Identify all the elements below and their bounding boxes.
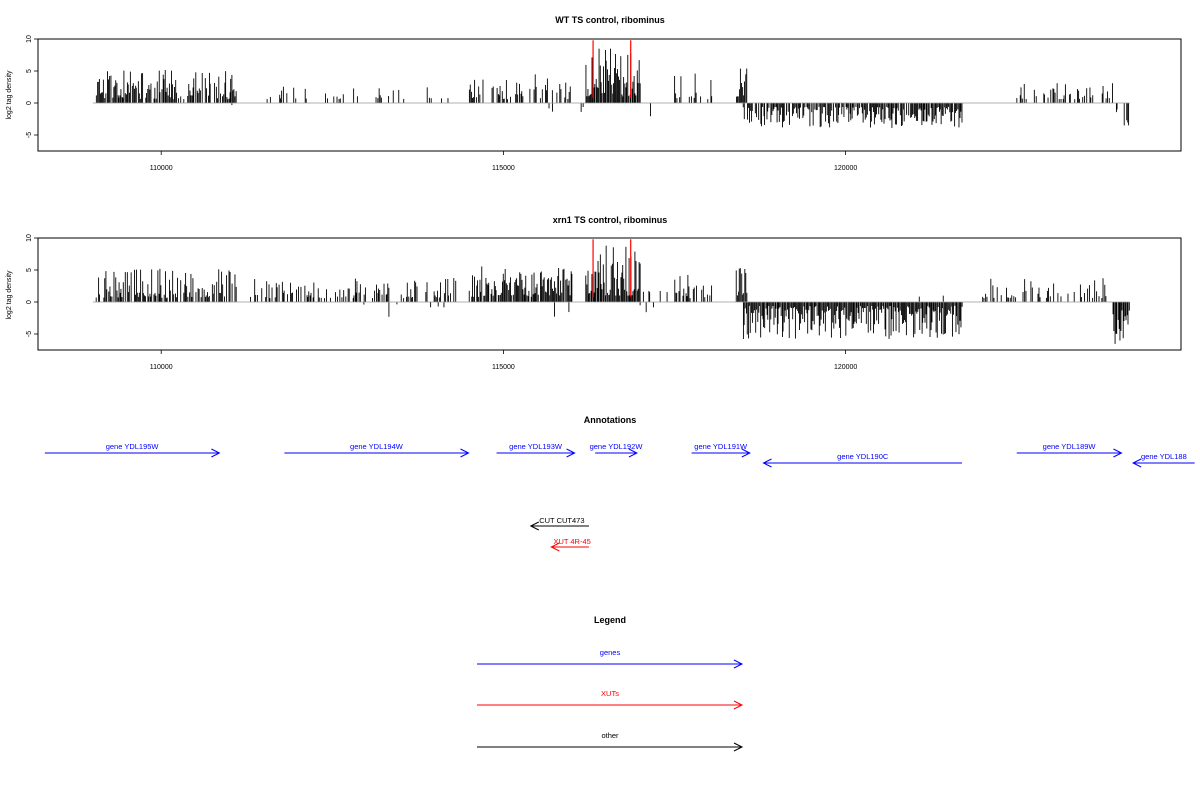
legend-item-label: XUTs	[601, 689, 619, 698]
legend: Legend genes XUTs other	[477, 615, 744, 752]
legend-item: genes	[477, 648, 744, 669]
gene-arrow: gene YDL188	[1131, 452, 1195, 468]
gene-label: gene YDL195W	[106, 442, 160, 451]
plot-frame	[37, 237, 1182, 351]
y-tick-label: 0	[26, 101, 33, 105]
x-tick-label: 120000	[834, 364, 857, 371]
other-arrow: CUT CUT473	[529, 516, 589, 531]
gene-label: gene YDL189W	[1043, 442, 1097, 451]
y-axis-label: log2 tag density	[6, 270, 13, 320]
y-axis: -5 0 5 10	[26, 234, 38, 337]
y-tick-label: 0	[26, 300, 33, 304]
density-bars	[95, 48, 1130, 128]
legend-item-label: other	[601, 731, 619, 740]
gene-arrow: gene YDL189W	[1016, 442, 1123, 458]
xut-label: XUT 4R-45	[553, 537, 590, 546]
gene-label: gene YDL190C	[837, 452, 889, 461]
legend-item-label: genes	[600, 648, 621, 657]
y-tick-label: 10	[26, 35, 33, 43]
x-axis: 110000 115000 120000	[150, 350, 857, 371]
x-tick-label: 120000	[834, 165, 857, 172]
highlight-markers	[592, 239, 632, 297]
y-axis: -5 0 5 10	[26, 35, 38, 138]
gene-label: gene YDL192W	[590, 442, 644, 451]
xut-arrow: XUT 4R-45	[550, 537, 591, 552]
gene-arrow: gene YDL193W	[496, 442, 576, 458]
gene-label: gene YDL193W	[509, 442, 563, 451]
gene-label: gene YDL194W	[350, 442, 404, 451]
annotations-title: Annotations	[584, 415, 637, 425]
gene-label: gene YDL188	[1141, 452, 1187, 461]
density-bars	[95, 245, 1130, 344]
gene-arrow: gene YDL190C	[762, 452, 962, 468]
wt-density-panel: WT TS control, ribominus log2 tag densit…	[6, 15, 1182, 172]
legend-item: other	[477, 731, 744, 752]
xrn1-density-panel: xrn1 TS control, ribominus log2 tag dens…	[6, 215, 1182, 371]
y-tick-label: -5	[26, 132, 33, 138]
y-tick-label: 5	[26, 69, 33, 73]
legend-item: XUTs	[477, 689, 744, 710]
x-axis: 110000 115000 120000	[150, 151, 857, 172]
gene-track: gene YDL195W gene YDL194W gene YDL193W gene…	[44, 442, 1195, 468]
x-tick-label: 110000	[150, 364, 173, 371]
legend-title: Legend	[594, 615, 626, 625]
gene-arrow: gene YDL195W	[44, 442, 221, 458]
gene-arrow: gene YDL194W	[284, 442, 470, 458]
y-tick-label: 5	[26, 268, 33, 272]
y-axis-label: log2 tag density	[6, 70, 13, 120]
x-tick-label: 115000	[492, 364, 515, 371]
gene-arrow: gene YDL191W	[691, 442, 751, 458]
annotations-track: Annotations gene YDL195W gene YDL194W gene…	[44, 415, 1195, 552]
x-tick-label: 115000	[492, 165, 515, 172]
gene-arrow: gene YDL192W	[590, 442, 644, 458]
plot-frame	[37, 38, 1182, 152]
y-tick-label: -5	[26, 331, 33, 337]
x-tick-label: 110000	[150, 165, 173, 172]
y-tick-label: 10	[26, 234, 33, 242]
panel-title: xrn1 TS control, ribominus	[553, 215, 668, 225]
highlight-markers	[592, 40, 632, 98]
other-track: CUT CUT473 XUT 4R-45	[529, 516, 591, 552]
gene-label: gene YDL191W	[694, 442, 748, 451]
other-label: CUT CUT473	[539, 516, 584, 525]
legend-items: genes XUTs other	[477, 648, 744, 752]
panel-title: WT TS control, ribominus	[555, 15, 665, 25]
